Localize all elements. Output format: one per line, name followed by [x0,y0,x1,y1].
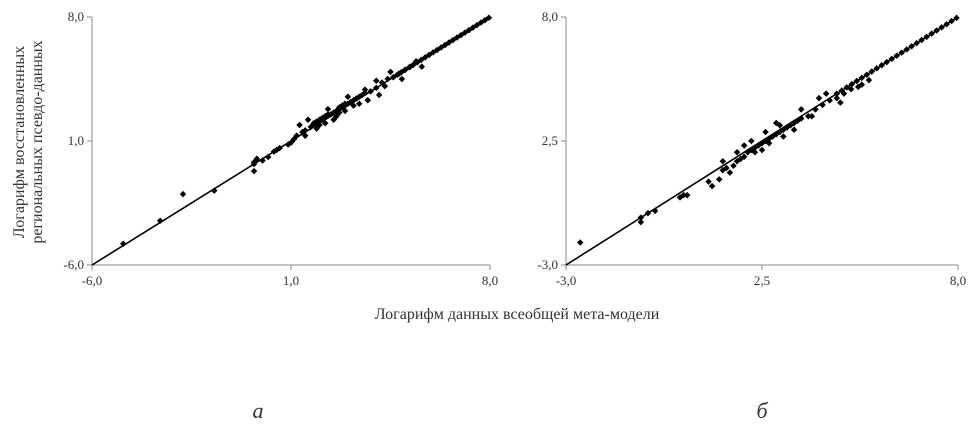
data-point [398,75,406,83]
data-point [723,164,730,172]
data-point [156,217,164,224]
data-point [644,209,652,217]
data-point [826,97,833,104]
x-tick-label: -3,0 [556,273,577,288]
data-point [367,88,374,95]
data-point [355,100,363,108]
data-point [577,239,584,246]
data-point [350,102,357,109]
x-tick-label: 8,0 [482,273,498,288]
data-point [276,144,283,152]
data-point [361,86,369,93]
x-tick-label: 1,0 [283,273,299,288]
data-point [418,63,426,70]
data-point [265,153,272,161]
data-point [837,99,844,106]
data-point [637,218,645,226]
data-point [719,158,727,165]
data-point [865,76,873,84]
data-point [819,101,826,109]
data-point [381,82,389,90]
data-point [822,90,830,97]
data-point [375,91,383,99]
data-point [364,97,372,104]
data-point [680,191,687,199]
data-point [373,77,380,85]
data-point [387,68,394,76]
data-point [321,120,329,127]
x-tick-label: 2,5 [754,273,770,288]
data-point [762,128,769,136]
data-point [833,94,841,102]
data-point [361,89,369,97]
panel-b-letter: б [756,398,768,423]
data-point [812,106,819,113]
diagonal-marker [868,68,876,75]
x-axis-label: Логарифм данных всеобщей мета-модели [375,306,660,323]
data-point [304,116,312,123]
data-point [344,93,352,100]
data-point [401,66,408,74]
y-tick-label: -3,0 [537,257,558,272]
data-point [751,149,759,156]
diagonal-marker [873,65,881,72]
y-axis-label-line-2: региональных псевдо-данных [29,40,46,243]
data-point [250,167,258,175]
panel-a-letter: а [253,398,264,423]
data-point [341,107,349,115]
data-point [790,126,798,133]
y-tick-label: 8,0 [68,9,84,24]
data-point [740,142,748,149]
data-point [858,81,866,88]
data-point [730,162,737,170]
x-tick-label: -6,0 [82,273,103,288]
data-point [797,106,805,113]
data-point [301,127,309,134]
data-point [301,132,309,139]
data-point [373,84,380,92]
data-point [296,121,303,129]
chart-panel-b: -3,0 2,5 8,0 -3,0 2,5 8,0 [537,9,966,288]
data-point [683,191,691,199]
y-tick-label: 1,0 [68,133,84,148]
data-point [740,153,748,161]
chart-panel-a: -6,0 1,0 8,0 -6,0 1,0 8,0 [63,9,498,288]
data-point [120,240,127,247]
y-tick-label: 2,5 [542,133,558,148]
data-point [705,178,712,185]
data-point [748,137,755,145]
data-point [758,146,766,154]
data-point [765,140,773,147]
data-point [407,63,414,70]
data-point [179,190,187,198]
data-point [324,105,332,113]
data-point [733,149,741,156]
data-point [726,169,734,176]
data-point [259,157,266,164]
y-axis-label-line-1: Логарифм восстановленных [11,46,28,238]
data-point [797,115,805,122]
data-point [715,176,723,183]
data-point [293,132,300,139]
data-point [780,133,787,140]
data-point [210,187,218,194]
y-tick-label: 8,0 [542,9,558,24]
data-point [815,94,823,102]
data-point [708,182,716,190]
data-point [651,207,659,215]
y-tick-label: -6,0 [63,257,84,272]
data-point [805,112,812,120]
data-point [637,214,645,221]
x-tick-label: 8,0 [950,273,966,288]
data-point [808,112,816,120]
